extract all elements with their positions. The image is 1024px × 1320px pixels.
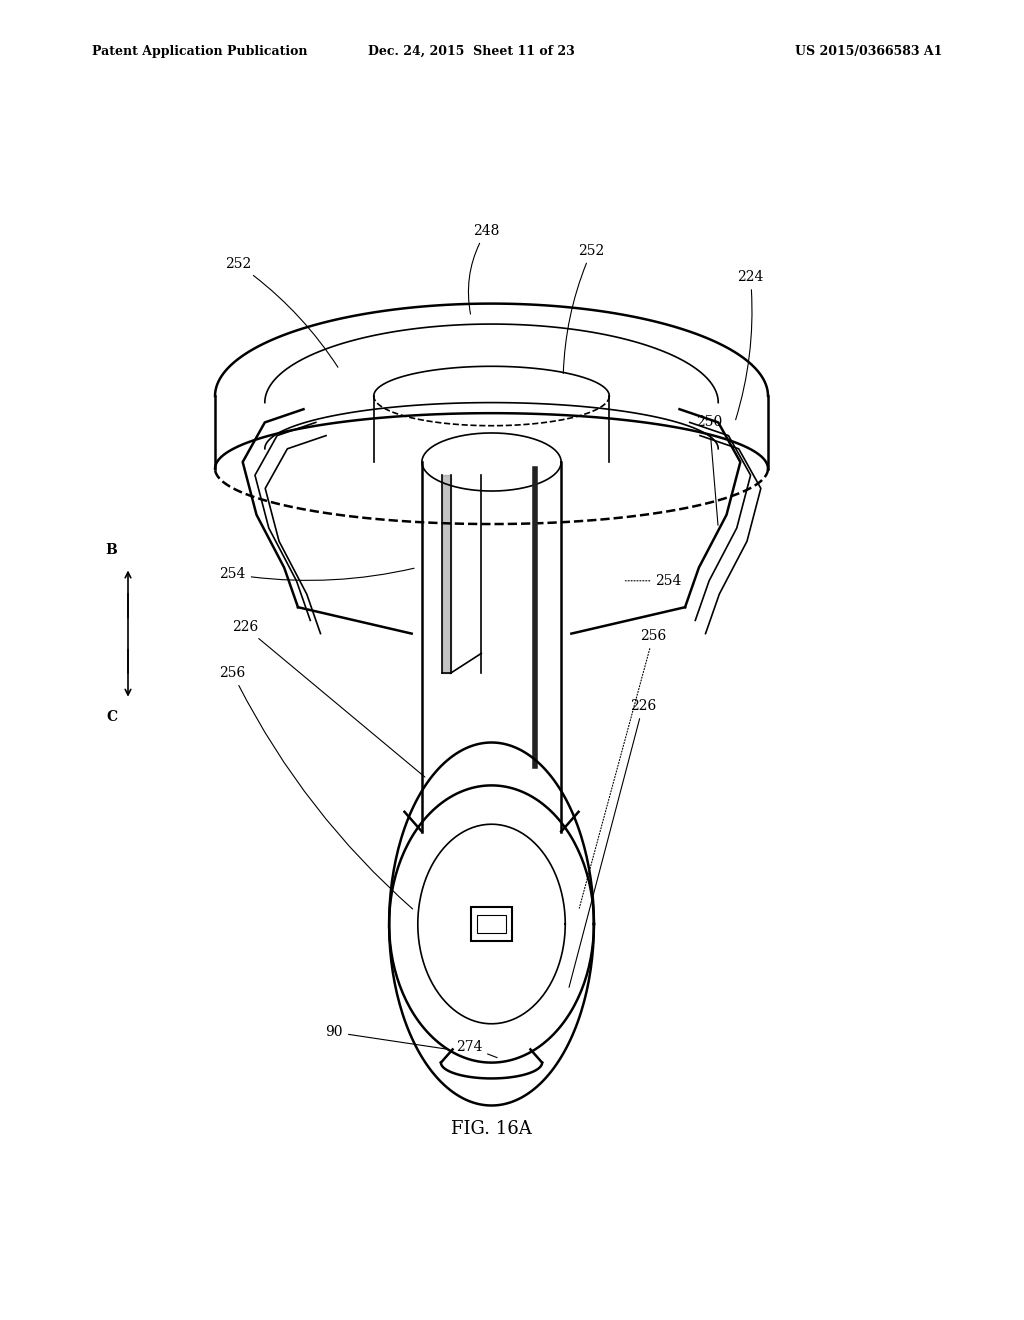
Text: 256: 256: [219, 667, 413, 909]
Text: 226: 226: [231, 620, 425, 777]
FancyBboxPatch shape: [471, 907, 512, 941]
Text: US 2015/0366583 A1: US 2015/0366583 A1: [795, 45, 942, 58]
Text: 274: 274: [456, 1040, 497, 1057]
Text: B: B: [105, 543, 118, 557]
Text: 252: 252: [224, 257, 338, 367]
Text: 254: 254: [219, 568, 414, 581]
Text: 224: 224: [735, 271, 764, 420]
Text: Patent Application Publication: Patent Application Publication: [92, 45, 307, 58]
Text: 250: 250: [696, 416, 723, 525]
Text: FIG. 16A: FIG. 16A: [452, 1119, 531, 1138]
Text: 256: 256: [580, 630, 667, 908]
Text: C: C: [106, 710, 117, 725]
Text: 248: 248: [468, 224, 500, 314]
Text: 254: 254: [626, 574, 682, 587]
Text: 90: 90: [326, 1026, 446, 1049]
Text: Dec. 24, 2015  Sheet 11 of 23: Dec. 24, 2015 Sheet 11 of 23: [368, 45, 574, 58]
Text: 252: 252: [563, 244, 605, 374]
FancyBboxPatch shape: [477, 915, 506, 933]
Text: 226: 226: [569, 700, 656, 987]
